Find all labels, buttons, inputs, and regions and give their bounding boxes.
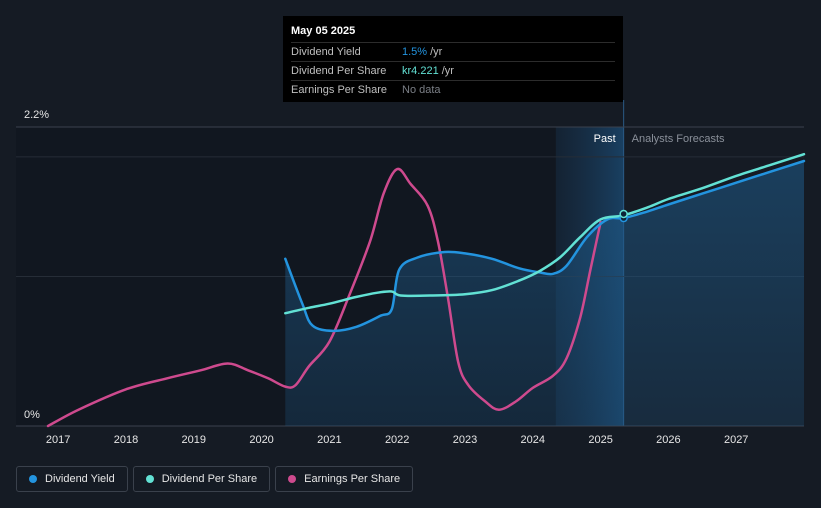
legend-item-earnings-per-share[interactable]: Earnings Per Share: [275, 466, 414, 492]
tooltip-label: Dividend Yield: [291, 46, 361, 58]
tooltip-value: 1.5%: [402, 46, 428, 58]
x-tick-label: 2018: [114, 434, 138, 446]
y-tick-label: 2.2%: [24, 109, 49, 121]
tooltip-row-earnings-per-share: Earnings Per Share No data: [291, 80, 615, 99]
series-area-dividend-yield: [285, 161, 804, 426]
past-label: Past: [594, 133, 616, 145]
legend-label: Dividend Yield: [45, 473, 115, 485]
tooltip-value: No data: [402, 84, 441, 96]
x-tick-label: 2022: [385, 434, 409, 446]
chart-canvas: 2.2% 0% 2017 2018 2019 2020 2021 2022 2023 2024 20…: [16, 100, 806, 446]
x-tick-label: 2026: [656, 434, 680, 446]
legend-label: Dividend Per Share: [161, 473, 258, 485]
legend-dot-icon: [145, 475, 154, 483]
tooltip-row-dividend-yield: Dividend Yield 1.5% /yr: [291, 42, 615, 61]
tooltip-row-dividend-per-share: Dividend Per Share kr4.221 /yr: [291, 61, 615, 80]
x-tick-label: 2027: [724, 434, 748, 446]
legend-item-dividend-per-share[interactable]: Dividend Per Share: [132, 466, 271, 492]
y-tick-label: 0%: [24, 409, 40, 421]
tooltip: May 05 2025 Dividend Yield 1.5% /yr Divi…: [283, 16, 623, 102]
tooltip-value: kr4.221: [402, 65, 439, 77]
tooltip-unit: /yr: [441, 65, 454, 77]
x-tick-label: 2023: [453, 434, 477, 446]
x-tick-label: 2019: [182, 434, 206, 446]
x-tick-label: 2025: [588, 434, 612, 446]
series-line-dividend-per-share: [284, 152, 806, 315]
legend-label: Earnings Per Share: [304, 473, 401, 485]
forecast-label: Analysts Forecasts: [632, 133, 725, 145]
marker-dividend-per-share: [619, 209, 628, 219]
tooltip-label: Earnings Per Share: [291, 84, 387, 96]
x-tick-label: 2021: [317, 434, 341, 446]
x-tick-label: 2020: [249, 434, 273, 446]
tooltip-date: May 05 2025: [291, 25, 356, 37]
series-line-earnings-per-share: [46, 167, 602, 428]
series-line-dividend-yield: [284, 159, 806, 333]
legend-dot-icon: [29, 475, 37, 483]
legend-dot-icon: [288, 475, 297, 483]
tooltip-unit: /yr: [430, 46, 443, 58]
x-tick-label: 2017: [46, 434, 70, 446]
legend: Dividend Yield Dividend Per Share Earnin…: [16, 466, 414, 492]
tooltip-label: Dividend Per Share: [291, 65, 387, 77]
legend-item-dividend-yield[interactable]: Dividend Yield: [16, 466, 128, 492]
x-tick-label: 2024: [521, 434, 545, 446]
